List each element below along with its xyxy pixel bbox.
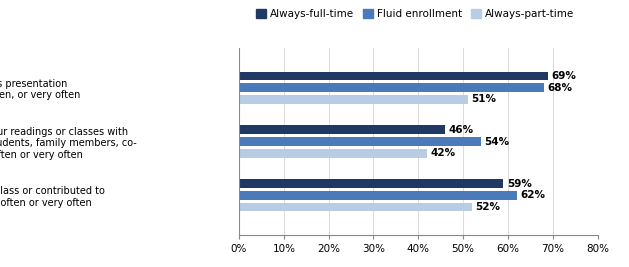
Legend: Always-full-time, Fluid enrollment, Always-part-time: Always-full-time, Fluid enrollment, Alwa… (252, 5, 579, 23)
Text: 54%: 54% (484, 136, 509, 147)
Text: 51%: 51% (471, 95, 496, 104)
Bar (239, 95, 467, 104)
Bar (239, 83, 543, 92)
Bar (239, 191, 517, 200)
Bar (239, 137, 481, 146)
Bar (239, 149, 427, 158)
Text: 42%: 42% (431, 148, 456, 158)
Text: 46%: 46% (448, 125, 474, 135)
Text: 59%: 59% (507, 179, 532, 189)
Text: 69%: 69% (552, 71, 577, 81)
Text: 52%: 52% (476, 202, 501, 212)
Bar (239, 125, 445, 134)
Bar (239, 72, 548, 80)
Bar (239, 203, 472, 211)
Bar (239, 179, 503, 188)
Text: 62%: 62% (520, 190, 545, 200)
Text: 68%: 68% (547, 83, 572, 93)
